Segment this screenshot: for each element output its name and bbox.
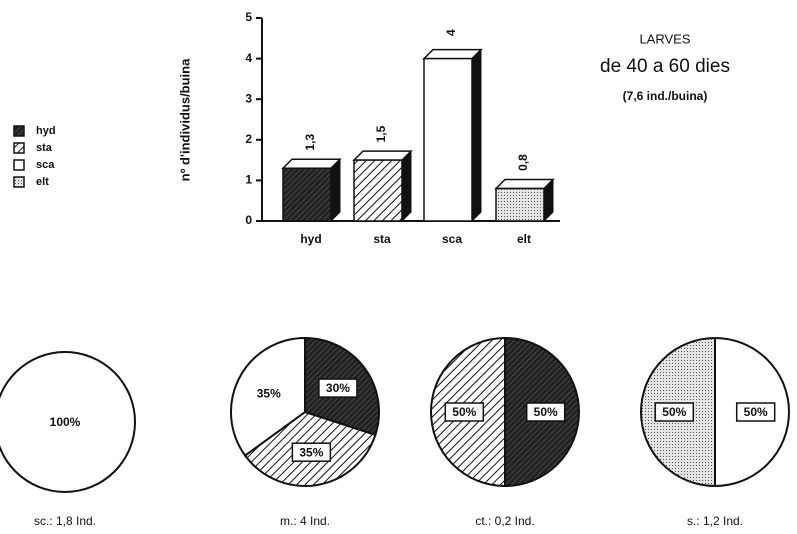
value-label: 50%	[662, 405, 686, 419]
label-box	[735, 402, 776, 422]
bar-top	[352, 150, 413, 161]
bar-side	[471, 48, 482, 223]
bar-top	[281, 158, 342, 169]
chart-subtitle: de 40 a 60 dies	[600, 56, 730, 77]
y-tick-label: 2	[245, 132, 252, 146]
value-label: 0,8	[516, 154, 530, 171]
bar	[282, 167, 332, 222]
value-label: 50%	[452, 405, 476, 419]
label-box	[318, 378, 358, 398]
bar-side	[401, 149, 412, 223]
x-tick-label: sca	[442, 232, 462, 246]
y-tick-label: 5	[245, 10, 252, 24]
bar-top	[422, 48, 483, 60]
pie-caption: s.: 1,2 Ind.	[687, 514, 743, 528]
value-label: 50%	[744, 405, 768, 419]
pie-caption: m.: 4 Ind.	[280, 514, 330, 528]
label-box	[291, 442, 332, 462]
chart-title: LARVES	[639, 31, 690, 46]
y-axis-label: nº d'individus/buina	[177, 58, 192, 181]
chart-subtitle: (7,6 ind./buina)	[623, 89, 708, 103]
value-label: 50%	[534, 405, 558, 419]
y-tick-label: 4	[245, 51, 252, 65]
value-label: 35%	[257, 387, 281, 401]
value-label: 1,3	[303, 134, 317, 151]
pie-slice	[230, 336, 306, 457]
value-label: 100%	[50, 415, 81, 429]
legend-label: sta	[36, 142, 53, 154]
value-label: 35%	[299, 445, 323, 459]
value-label: 4	[444, 29, 458, 36]
bar	[353, 159, 403, 222]
x-tick-label: hyd	[300, 232, 321, 246]
y-tick-label: 1	[245, 173, 252, 187]
x-tick-label: sta	[373, 232, 391, 246]
pie-caption: ct.: 0,2 Ind.	[475, 514, 534, 528]
bar-side	[330, 158, 341, 223]
label-box	[525, 402, 566, 422]
value-label: 30%	[326, 381, 350, 395]
y-tick-label: 0	[245, 213, 252, 227]
label-box	[444, 402, 485, 422]
legend-label: sca	[36, 159, 55, 171]
bar	[495, 187, 545, 222]
legend-swatch	[13, 125, 25, 137]
legend-label: hyd	[36, 125, 56, 137]
legend-swatch	[13, 159, 25, 171]
legend-swatch	[13, 176, 25, 188]
legend-label: elt	[36, 176, 49, 188]
label-box	[654, 402, 695, 422]
value-label: 1,5	[374, 125, 388, 142]
x-tick-label: elt	[517, 232, 531, 246]
pie-slice	[0, 351, 136, 493]
bar	[423, 57, 473, 222]
y-tick-label: 3	[245, 91, 252, 105]
bar-top	[494, 178, 555, 190]
pie-caption: sc.: 1,8 Ind.	[34, 514, 96, 528]
legend-swatch	[13, 142, 25, 154]
